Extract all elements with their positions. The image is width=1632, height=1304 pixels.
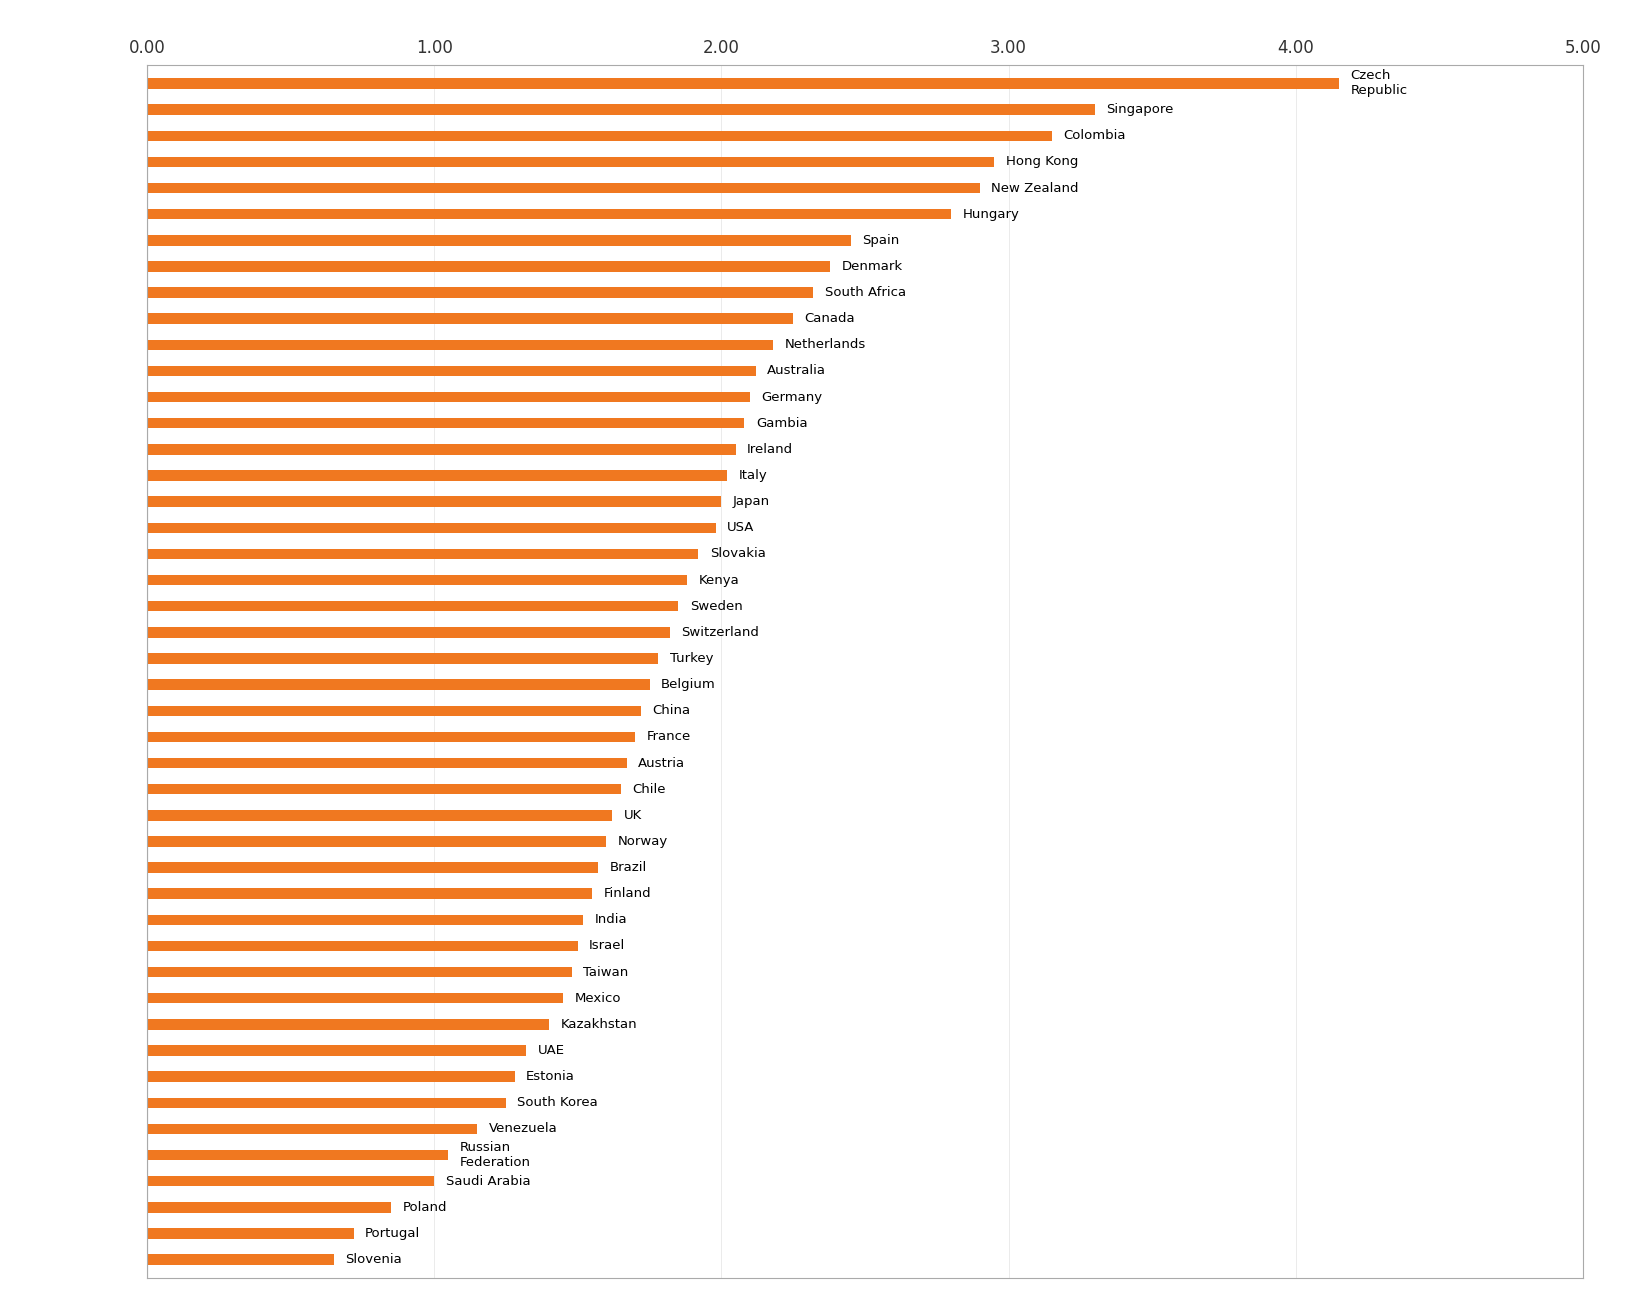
Text: Taiwan: Taiwan [584, 966, 628, 978]
Text: Finland: Finland [604, 887, 651, 900]
Bar [147, 575, 687, 585]
Bar [147, 497, 721, 507]
Bar [147, 183, 979, 193]
Text: Mexico: Mexico [574, 992, 622, 1005]
Bar [147, 627, 669, 638]
Text: Ireland: Ireland [747, 443, 793, 456]
Text: Slovakia: Slovakia [710, 548, 765, 561]
Text: South Korea: South Korea [517, 1097, 599, 1110]
Bar [147, 705, 641, 716]
Bar [147, 313, 793, 323]
Text: Australia: Australia [767, 365, 826, 377]
Text: Japan: Japan [733, 496, 770, 509]
Bar [147, 758, 627, 768]
Text: Chile: Chile [632, 782, 666, 795]
Text: Netherlands: Netherlands [785, 338, 867, 351]
Text: Germany: Germany [762, 391, 823, 404]
Bar [147, 1202, 392, 1213]
Text: Czech
Republic: Czech Republic [1350, 69, 1407, 98]
Text: Hong Kong: Hong Kong [1005, 155, 1079, 168]
Text: Sweden: Sweden [690, 600, 743, 613]
Text: China: China [653, 704, 690, 717]
Bar [147, 679, 650, 690]
Bar [147, 1020, 548, 1030]
Text: Russian
Federation: Russian Federation [460, 1141, 530, 1170]
Bar [147, 1072, 514, 1082]
Bar [147, 419, 744, 429]
Bar [147, 130, 1051, 141]
Text: UAE: UAE [537, 1045, 565, 1058]
Bar [147, 339, 774, 349]
Text: Belgium: Belgium [661, 678, 716, 691]
Text: Kazakhstan: Kazakhstan [560, 1018, 636, 1031]
Bar [147, 445, 736, 455]
Text: Denmark: Denmark [842, 259, 902, 273]
Text: India: India [596, 913, 628, 926]
Bar [147, 261, 831, 271]
Text: Brazil: Brazil [609, 861, 646, 874]
Text: South Africa: South Africa [824, 286, 906, 299]
Bar [147, 888, 592, 898]
Bar [147, 940, 578, 951]
Text: Norway: Norway [619, 835, 667, 848]
Bar [147, 471, 728, 481]
Bar [147, 104, 1095, 115]
Text: Portugal: Portugal [366, 1227, 421, 1240]
Text: Turkey: Turkey [669, 652, 713, 665]
Text: Singapore: Singapore [1106, 103, 1173, 116]
Text: Gambia: Gambia [756, 417, 808, 430]
Bar [147, 653, 658, 664]
Text: Venezuela: Venezuela [488, 1123, 558, 1136]
Bar [147, 209, 951, 219]
Text: Switzerland: Switzerland [681, 626, 759, 639]
Bar [147, 784, 620, 794]
Bar [147, 810, 612, 820]
Bar [147, 914, 584, 925]
Bar [147, 966, 571, 978]
Text: Colombia: Colombia [1062, 129, 1126, 142]
Text: Saudi Arabia: Saudi Arabia [446, 1175, 530, 1188]
Bar [147, 1098, 506, 1108]
Text: France: France [646, 730, 690, 743]
Bar [147, 1046, 526, 1056]
Bar [147, 1176, 434, 1187]
Text: New Zealand: New Zealand [991, 181, 1079, 194]
Bar [147, 365, 756, 377]
Text: USA: USA [728, 522, 754, 535]
Text: Italy: Italy [739, 469, 767, 482]
Bar [147, 1124, 477, 1134]
Text: Kenya: Kenya [698, 574, 739, 587]
Bar [147, 235, 850, 245]
Bar [147, 78, 1338, 89]
Text: Hungary: Hungary [963, 207, 1020, 220]
Text: Israel: Israel [589, 939, 625, 952]
Bar [147, 393, 751, 403]
Bar [147, 1150, 449, 1161]
Bar [147, 1254, 333, 1265]
Bar [147, 601, 679, 612]
Bar [147, 523, 715, 533]
Bar [147, 287, 813, 297]
Bar [147, 1228, 354, 1239]
Bar [147, 836, 607, 846]
Text: Austria: Austria [638, 756, 685, 769]
Text: UK: UK [623, 808, 641, 822]
Text: Estonia: Estonia [526, 1071, 574, 1084]
Bar [147, 732, 635, 742]
Bar [147, 862, 597, 872]
Bar [147, 156, 994, 167]
Text: Slovenia: Slovenia [344, 1253, 401, 1266]
Bar [147, 994, 563, 1004]
Text: Poland: Poland [403, 1201, 447, 1214]
Text: Canada: Canada [805, 312, 855, 325]
Text: Spain: Spain [862, 233, 899, 246]
Bar [147, 549, 698, 559]
